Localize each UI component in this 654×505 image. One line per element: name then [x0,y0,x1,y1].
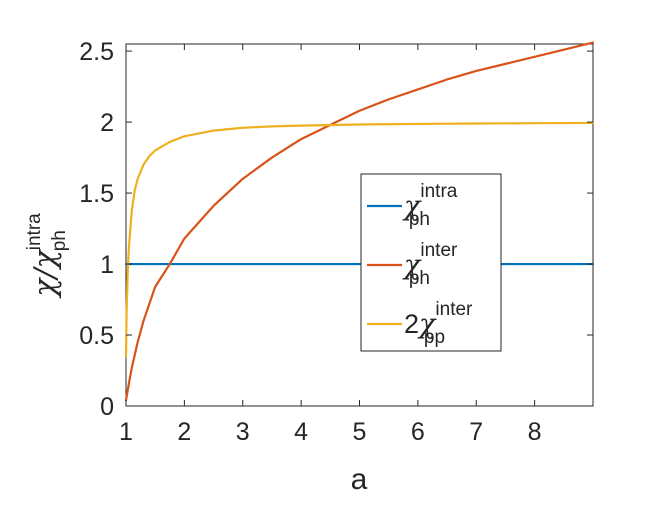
y-tick-label: 1.5 [79,180,114,208]
x-tick-label: 1 [119,418,133,446]
series-layer [124,41,595,402]
legend: χintra ph χinter ph 2χinter pp [360,173,502,352]
y-tick-label: 0.5 [79,322,114,350]
y-axis-label-superscript: intra [24,213,45,250]
series-line-3 [124,121,595,358]
tick-layer: 1 2 3 4 5 6 7 8 0 0.5 1 1.5 2 2.5 [79,38,593,446]
y-axis-label-subscript: ph [49,230,70,251]
legend-entry-3: 2χinter pp [404,299,473,348]
plot-frame [125,43,594,407]
y-tick-label: 2 [100,109,114,137]
x-tick-label: 2 [177,418,191,446]
x-tick-label: 4 [294,418,308,446]
x-tick-label: 8 [528,418,542,446]
legend-box [360,173,502,352]
y-tick-label: 2.5 [79,38,114,66]
y-axis-label-lead: χ/χ [28,248,63,298]
series-line-2 [124,41,595,402]
plot-area [125,43,594,407]
y-axis-label: χ/χintra ph [24,213,70,299]
x-tick-label: 5 [353,418,367,446]
x-tick-label: 7 [469,418,483,446]
x-tick-label: 6 [411,418,425,446]
y-tick-label: 0 [100,393,114,421]
x-axis-label: a [351,463,368,496]
legend-entry-1: χintra ph [402,181,458,230]
legend-entry-2: χinter ph [402,240,458,289]
x-tick-label: 3 [236,418,250,446]
y-tick-label: 1 [100,251,114,279]
